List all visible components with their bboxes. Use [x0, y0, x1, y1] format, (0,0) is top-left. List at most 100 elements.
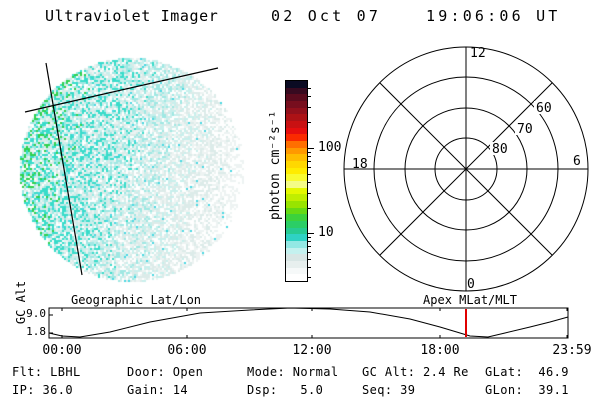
polar-mlt-spoke [465, 82, 553, 170]
colorbar-gradient [285, 80, 308, 282]
status-field: Flt: LBHL [12, 365, 81, 379]
colorbar-minor-tick [308, 267, 311, 268]
colorbar-band [286, 247, 307, 255]
colorbar-band [286, 201, 307, 208]
colorbar-band [286, 94, 307, 102]
status-field: GLon: 39.1 [485, 383, 569, 397]
pointing-crosshair-lines [24, 62, 219, 276]
apex-mlat-mlt-label: Apex MLat/MLT [423, 293, 517, 307]
alt-ytick-label: 1.8 [26, 325, 46, 338]
colorbar-band [286, 154, 307, 162]
colorbar-minor-tick [308, 259, 311, 260]
colorbar-axis-label: photon cm⁻²s⁻¹ [268, 110, 283, 221]
colorbar-band [286, 141, 307, 148]
colorbar-band [286, 181, 307, 188]
colorbar-band [286, 274, 307, 282]
colorbar-minor-tick [308, 174, 311, 175]
alt-plot-frame [48, 307, 569, 339]
colorbar-minor-tick [308, 107, 311, 108]
colorbar-band [286, 221, 307, 228]
gc-alt-axis-label: GC Alt [14, 280, 28, 325]
colorbar-band [286, 174, 307, 182]
date-display: 02 Oct 07 [271, 7, 382, 25]
time-tick-label: 23:59 [552, 343, 592, 358]
colorbar-tick-label: 10 [318, 225, 334, 240]
polar-label-mask [490, 142, 510, 155]
crosshair-line [45, 62, 83, 276]
ut-time-display: 19:06:06 UT [426, 7, 561, 25]
time-tick-label: 06:00 [167, 343, 207, 358]
app-title: Ultraviolet Imager [45, 7, 219, 25]
polar-mlt-hour-label: 0 [467, 277, 475, 292]
colorbar-band [286, 121, 307, 128]
colorbar-band [286, 207, 307, 215]
colorbar-band [286, 161, 307, 168]
status-field: GC Alt: 2.4 Re [362, 365, 469, 379]
colorbar-band [286, 261, 307, 268]
colorbar-band [286, 254, 307, 262]
polar-mlt-hour-label: 18 [352, 157, 368, 172]
colorbar-band [286, 167, 307, 175]
colorbar-minor-tick [308, 182, 311, 183]
polar-mlt-hour-label: 6 [573, 154, 581, 169]
status-field: Mode: Normal [247, 365, 339, 379]
colorbar-minor-tick [308, 161, 311, 162]
colorbar-minor-tick [308, 246, 311, 247]
colorbar-band [286, 234, 307, 242]
status-field: Seq: 39 [362, 383, 416, 397]
gc-alt-curve [48, 307, 569, 338]
colorbar-minor-tick [308, 252, 311, 253]
status-field: Dsp: 5.0 [247, 383, 324, 397]
polar-latitude-label: 80 [492, 142, 508, 157]
colorbar-minor-tick [308, 277, 311, 278]
polar-label-mask [534, 101, 554, 114]
colorbar-band [286, 114, 307, 122]
colorbar-minor-tick [308, 167, 311, 168]
status-field: IP: 36.0 [12, 383, 73, 397]
time-tick-label: 12:00 [292, 343, 332, 358]
geographic-latlon-label: Geographic Lat/Lon [70, 293, 202, 307]
uv-disk-image [18, 56, 246, 284]
colorbar-band [286, 187, 307, 195]
polar-mlt-spoke [465, 168, 553, 256]
colorbar-band [286, 134, 307, 142]
colorbar-band [286, 267, 307, 275]
status-field: Door: Open [127, 365, 204, 379]
time-tick-label: 00:00 [42, 343, 82, 358]
colorbar-band [286, 101, 307, 108]
colorbar-band [286, 81, 307, 88]
colorbar-minor-tick [308, 208, 311, 209]
gc-alt-plot [48, 307, 569, 339]
colorbar-minor-tick [308, 237, 311, 238]
colorbar-minor-tick [308, 193, 311, 194]
colorbar-minor-tick [308, 241, 311, 242]
colorbar-major-tick [308, 148, 314, 149]
colorbar-band [286, 87, 307, 95]
colorbar-band [286, 107, 307, 115]
polar-mlt-spoke [379, 168, 467, 256]
colorbar-minor-tick [308, 156, 311, 157]
colorbar-minor-tick [308, 88, 311, 89]
colorbar-minor-tick [308, 96, 311, 97]
polar-latitude-label: 70 [517, 122, 533, 137]
colorbar-minor-tick [308, 122, 311, 123]
polar-latitude-label: 60 [536, 101, 552, 116]
colorbar-band [286, 194, 307, 202]
colorbar-band [286, 227, 307, 235]
crosshair-line [24, 67, 219, 113]
colorbar-major-tick [308, 233, 314, 234]
status-field: Gain: 14 [127, 383, 188, 397]
colorbar-minor-tick [308, 152, 311, 153]
colorbar-band [286, 147, 307, 155]
colorbar-band [286, 127, 307, 135]
polar-mlt-spoke [379, 82, 467, 170]
colorbar-tick-label: 100 [318, 140, 342, 155]
time-tick-label: 18:00 [420, 343, 460, 358]
polar-mlt-hour-label: 12 [470, 46, 486, 61]
polar-label-mask [515, 122, 535, 135]
alt-ytick-label: 9.0 [26, 307, 46, 320]
colorbar-band [286, 214, 307, 222]
status-field: GLat: 46.9 [485, 365, 569, 379]
